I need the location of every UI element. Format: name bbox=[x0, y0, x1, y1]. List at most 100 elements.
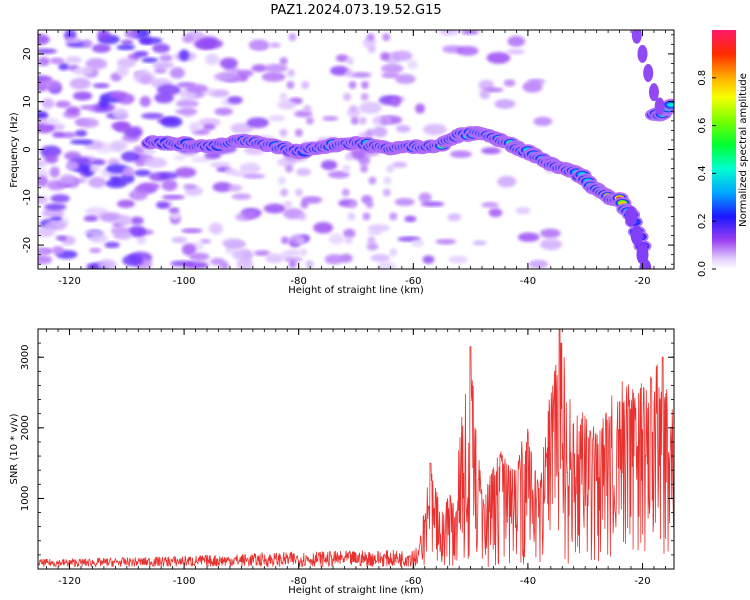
heatmap-noise-blob bbox=[251, 43, 269, 50]
heatmap-noise-blob bbox=[277, 176, 286, 185]
heatmap-noise-blob bbox=[116, 215, 132, 226]
spectrogram-y-tick-label: 0 bbox=[22, 146, 33, 152]
colorbar-tick-label: 0.8 bbox=[697, 70, 708, 86]
heatmap-noise-blob bbox=[358, 116, 367, 125]
heatmap-ridge-mark bbox=[630, 225, 643, 246]
heatmap-noise-blob bbox=[46, 179, 66, 191]
heatmap-noise-blob bbox=[38, 247, 49, 257]
heatmap-noise-blob bbox=[343, 228, 356, 239]
colorbar-ticks: 0.0 0.2 0.4 0.6 0.8 bbox=[697, 70, 716, 277]
heatmap-noise-blob bbox=[365, 128, 374, 137]
heatmap-noise-blob bbox=[175, 108, 198, 115]
heatmap-noise-blob bbox=[112, 231, 133, 240]
colorbar-gradient bbox=[712, 30, 736, 269]
heatmap-noise-blob bbox=[175, 99, 199, 108]
heatmap-noise-blob bbox=[92, 82, 110, 89]
heatmap-noise-blob bbox=[65, 56, 82, 64]
heatmap-ridge-mark bbox=[648, 83, 659, 102]
heatmap-noise-blob bbox=[284, 200, 293, 209]
heatmap-noise-blob bbox=[269, 42, 281, 48]
heatmap-noise-blob bbox=[365, 200, 374, 209]
heatmap-noise-blob bbox=[439, 30, 459, 36]
heatmap-noise-blob bbox=[341, 188, 350, 197]
spectrogram-x-tick-label: -80 bbox=[291, 276, 307, 287]
heatmap-noise-blob bbox=[117, 199, 135, 209]
heatmap-noise-blob bbox=[435, 238, 457, 245]
heatmap-noise-blob bbox=[279, 57, 288, 66]
spectrogram-x-tick-label: -100 bbox=[173, 276, 196, 287]
colorbar-tick-label: 0.4 bbox=[697, 165, 708, 181]
spectrogram-y-tick-label: 20 bbox=[22, 48, 33, 61]
snr-x-tick-label: -120 bbox=[58, 576, 81, 587]
heatmap-noise-blob bbox=[50, 194, 70, 203]
heatmap-noise-blob bbox=[287, 69, 296, 78]
spectrogram-y-tick-label: -20 bbox=[22, 237, 33, 253]
heatmap-noise-blob bbox=[44, 203, 67, 211]
heatmap-noise-blob bbox=[246, 117, 269, 129]
heatmap-noise-blob bbox=[280, 188, 289, 197]
colorbar-tick-label: 0.6 bbox=[697, 118, 708, 134]
heatmap-noise-blob bbox=[349, 200, 358, 209]
heatmap-noise-blob bbox=[82, 39, 93, 48]
heatmap-noise-blob bbox=[380, 116, 389, 125]
heatmap-noise-blob bbox=[251, 64, 268, 73]
heatmap-noise-blob bbox=[540, 238, 563, 250]
heatmap-noise-blob bbox=[138, 36, 163, 45]
heatmap-noise-blob bbox=[264, 63, 288, 73]
heatmap-noise-blob bbox=[209, 162, 231, 168]
heatmap-noise-blob bbox=[305, 116, 314, 125]
snr-y-tick-label: 1000 bbox=[20, 486, 31, 511]
heatmap-noise-blob bbox=[527, 78, 546, 85]
heatmap-noise-blob bbox=[261, 72, 286, 82]
heatmap-noise-blob bbox=[360, 80, 369, 89]
heatmap-noise-blob bbox=[395, 74, 416, 85]
heatmap-noise-blob bbox=[105, 179, 127, 189]
heatmap-noise-blob bbox=[239, 162, 261, 174]
snr-x-tick-label: -100 bbox=[173, 576, 196, 587]
heatmap-noise-blob bbox=[185, 84, 208, 93]
heatmap-noise-blob bbox=[110, 140, 128, 151]
heatmap-noise-blob bbox=[191, 156, 211, 163]
heatmap-noise-blob bbox=[79, 104, 97, 110]
heatmap-noise-blob bbox=[112, 107, 129, 120]
heatmap-noise-blob bbox=[528, 259, 549, 269]
heatmap-noise-blob bbox=[411, 239, 424, 247]
heatmap-noise-blob bbox=[299, 248, 308, 257]
heatmap-noise-blob bbox=[168, 207, 180, 214]
heatmap-noise-blob bbox=[503, 79, 516, 87]
heatmap-noise-blob bbox=[389, 248, 398, 257]
heatmap-noise-blob bbox=[133, 145, 145, 155]
heatmap-noise-blob bbox=[181, 243, 197, 256]
heatmap-noise-blob bbox=[349, 104, 358, 113]
heatmap-noise-blob bbox=[343, 92, 352, 101]
heatmap-noise-blob bbox=[161, 194, 185, 200]
heatmap-noise-blob bbox=[158, 171, 179, 180]
heatmap-noise-blob bbox=[160, 116, 183, 128]
heatmap-noise-blob bbox=[279, 92, 288, 101]
heatmap-ridge-mark bbox=[637, 44, 648, 63]
heatmap-noise-blob bbox=[285, 164, 294, 173]
heatmap-noise-blob bbox=[381, 72, 400, 79]
heatmap-noise-blob bbox=[205, 53, 220, 66]
heatmap-noise-blob bbox=[328, 233, 345, 245]
heatmap-noise-blob bbox=[349, 148, 365, 160]
heatmap-noise-blob bbox=[208, 222, 223, 235]
heatmap-noise-blob bbox=[231, 193, 252, 200]
heatmap-noise-blob bbox=[330, 65, 349, 76]
heatmap-noise-blob bbox=[139, 74, 153, 85]
heatmap-noise-blob bbox=[227, 96, 243, 104]
heatmap-noise-blob bbox=[348, 80, 357, 89]
heatmap-noise-blob bbox=[486, 52, 511, 64]
heatmap-noise-blob bbox=[350, 72, 372, 78]
heatmap-noise-blob bbox=[200, 238, 212, 244]
heatmap-noise-blob bbox=[89, 164, 100, 173]
heatmap-noise-blob bbox=[55, 235, 67, 241]
heatmap-noise-blob bbox=[74, 129, 88, 137]
heatmap-noise-blob bbox=[448, 255, 468, 264]
heatmap-noise-blob bbox=[161, 179, 178, 192]
heatmap-noise-blob bbox=[139, 96, 151, 107]
heatmap-noise-blob bbox=[360, 164, 369, 173]
heatmap-noise-blob bbox=[41, 98, 55, 109]
heatmap-noise-blob bbox=[350, 116, 359, 125]
